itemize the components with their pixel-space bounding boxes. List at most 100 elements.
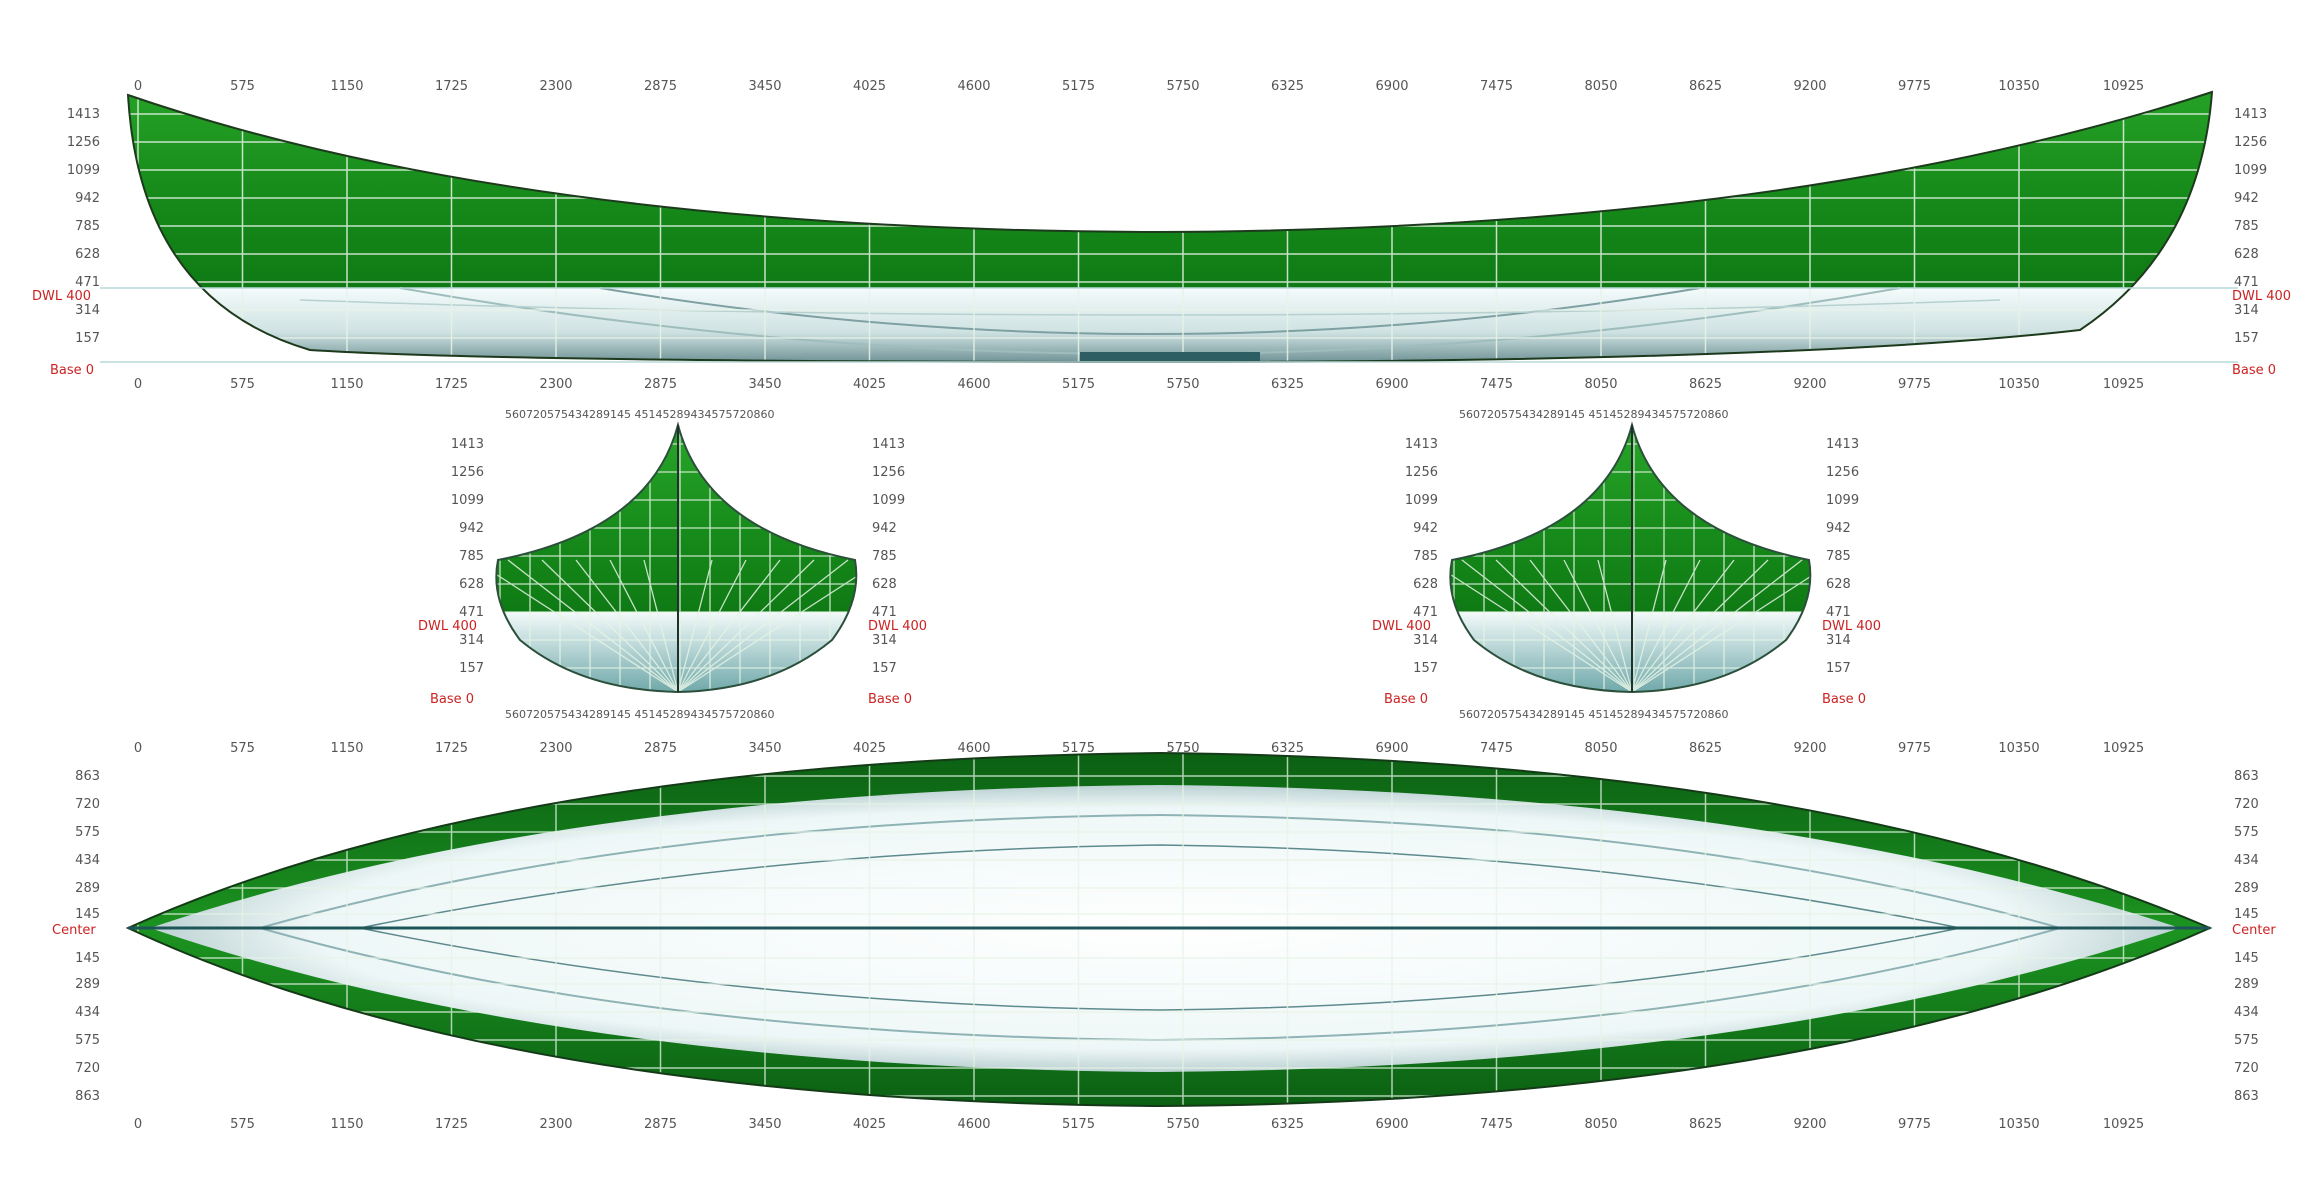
- length-tick: 5175: [1062, 79, 1095, 94]
- length-tick: 9200: [1793, 1117, 1826, 1132]
- length-tick: 10350: [1998, 79, 2039, 94]
- length-tick: 2875: [644, 377, 677, 392]
- section-left-bottom-ticks: 560720575434289145 45145289434575720860: [505, 708, 774, 721]
- length-tick: 4600: [957, 1117, 990, 1132]
- beam-tick: 863: [2234, 1089, 2259, 1104]
- section-left-height-ticks-left: 1413 1256 1099 942 785 628 471 314 157: [451, 437, 484, 676]
- beam-tick: 720: [75, 1061, 100, 1076]
- length-tick: 6900: [1375, 1117, 1408, 1132]
- section-right-dwl-label-left: DWL 400: [1372, 619, 1431, 634]
- length-tick: 9775: [1898, 377, 1931, 392]
- height-tick: 1413: [67, 107, 100, 122]
- height-tick: 157: [1826, 661, 1851, 676]
- beam-tick: 145: [2234, 951, 2259, 966]
- length-tick: 10925: [2103, 741, 2144, 756]
- plan-top-ticks: 0 575 1150 1725 2300 2875 3450 4025 4600 5175 5750…: [134, 741, 2144, 756]
- beam-tick: 434: [2234, 853, 2259, 868]
- length-tick: 8050: [1584, 79, 1617, 94]
- plan-right-beam-ticks: 863 720 575 434 289 145 145 289 434 575 720 863: [2234, 769, 2259, 1104]
- length-tick: 4025: [853, 79, 886, 94]
- section-right-base-label-right: Base 0: [1822, 692, 1866, 707]
- section-left-top-ticks: 560720575434289145 45145289434575720860: [505, 408, 774, 421]
- height-tick: 785: [2234, 219, 2259, 234]
- profile-outline: [126, 90, 2214, 364]
- length-tick: 2875: [644, 79, 677, 94]
- height-tick: 942: [872, 521, 897, 536]
- length-tick: 8625: [1689, 377, 1722, 392]
- length-tick: 2300: [539, 79, 572, 94]
- height-tick: 471: [2234, 275, 2259, 290]
- profile-bottom-ticks: 0 575 1150 1725 2300 2875 3450 4025 4600 5175 5750…: [134, 377, 2144, 392]
- height-tick: 628: [75, 247, 100, 262]
- length-tick: 2875: [644, 741, 677, 756]
- length-tick: 4600: [957, 741, 990, 756]
- beam-tick: 575: [75, 1033, 100, 1048]
- length-tick: 4025: [853, 741, 886, 756]
- section-right-base-label-left: Base 0: [1384, 692, 1428, 707]
- length-tick: 6325: [1271, 741, 1304, 756]
- length-tick: 10925: [2103, 377, 2144, 392]
- height-tick: 157: [1413, 661, 1438, 676]
- beam-tick: 145: [75, 907, 100, 922]
- section-right-height-ticks-left: 1413 1256 1099 942 785 628 471 314 157: [1405, 437, 1438, 676]
- length-tick: 2875: [644, 1117, 677, 1132]
- height-tick: 471: [1413, 605, 1438, 620]
- profile-base-label-right: Base 0: [2232, 363, 2276, 378]
- length-tick: 8625: [1689, 79, 1722, 94]
- beam-tick: 289: [75, 881, 100, 896]
- height-tick: 314: [872, 633, 897, 648]
- beam-tick: 434: [75, 853, 100, 868]
- height-tick: 471: [75, 275, 100, 290]
- beam-tick: 720: [2234, 797, 2259, 812]
- height-tick: 628: [459, 577, 484, 592]
- length-tick: 6900: [1375, 79, 1408, 94]
- beam-tick: 575: [2234, 825, 2259, 840]
- length-tick: 0: [134, 377, 142, 392]
- length-tick: 10350: [1998, 741, 2039, 756]
- height-tick: 1256: [1405, 465, 1438, 480]
- length-tick: 2300: [539, 377, 572, 392]
- height-tick: 942: [2234, 191, 2259, 206]
- length-tick: 1725: [435, 741, 468, 756]
- length-tick: 575: [230, 1117, 255, 1132]
- beam-tick: 863: [75, 1089, 100, 1104]
- length-tick: 9775: [1898, 1117, 1931, 1132]
- height-tick: 942: [1413, 521, 1438, 536]
- length-tick: 9200: [1793, 79, 1826, 94]
- height-tick: 942: [1826, 521, 1851, 536]
- length-tick: 8625: [1689, 741, 1722, 756]
- length-tick: 0: [134, 1117, 142, 1132]
- length-tick: 6900: [1375, 741, 1408, 756]
- length-tick: 5750: [1166, 1117, 1199, 1132]
- height-tick: 628: [1826, 577, 1851, 592]
- section-left-dwl-label-right: DWL 400: [868, 619, 927, 634]
- height-tick: 1099: [872, 493, 905, 508]
- height-tick: 1256: [872, 465, 905, 480]
- length-tick: 1150: [330, 741, 363, 756]
- length-tick: 8050: [1584, 377, 1617, 392]
- beam-tick: 145: [2234, 907, 2259, 922]
- height-tick: 1099: [1405, 493, 1438, 508]
- length-tick: 8625: [1689, 1117, 1722, 1132]
- length-tick: 9775: [1898, 741, 1931, 756]
- beam-tick: 145: [75, 951, 100, 966]
- height-tick: 628: [1413, 577, 1438, 592]
- height-tick: 785: [459, 549, 484, 564]
- length-tick: 1725: [435, 377, 468, 392]
- length-tick: 8050: [1584, 741, 1617, 756]
- height-tick: 1413: [2234, 107, 2267, 122]
- length-tick: 7475: [1480, 79, 1513, 94]
- profile-top-ticks: 0 575 1150 1725 2300 2875 3450 4025 4600 5175 5750…: [134, 79, 2144, 94]
- length-tick: 7475: [1480, 1117, 1513, 1132]
- length-tick: 0: [134, 741, 142, 756]
- beam-tick: 289: [2234, 977, 2259, 992]
- length-tick: 10350: [1998, 377, 2039, 392]
- section-view-left: 560720575434289145 45145289434575720860 …: [418, 408, 927, 721]
- length-tick: 6900: [1375, 377, 1408, 392]
- length-tick: 1725: [435, 1117, 468, 1132]
- beam-tick: 289: [2234, 881, 2259, 896]
- height-tick: 1099: [67, 163, 100, 178]
- height-tick: 314: [459, 633, 484, 648]
- length-tick: 9200: [1793, 377, 1826, 392]
- length-tick: 4025: [853, 1117, 886, 1132]
